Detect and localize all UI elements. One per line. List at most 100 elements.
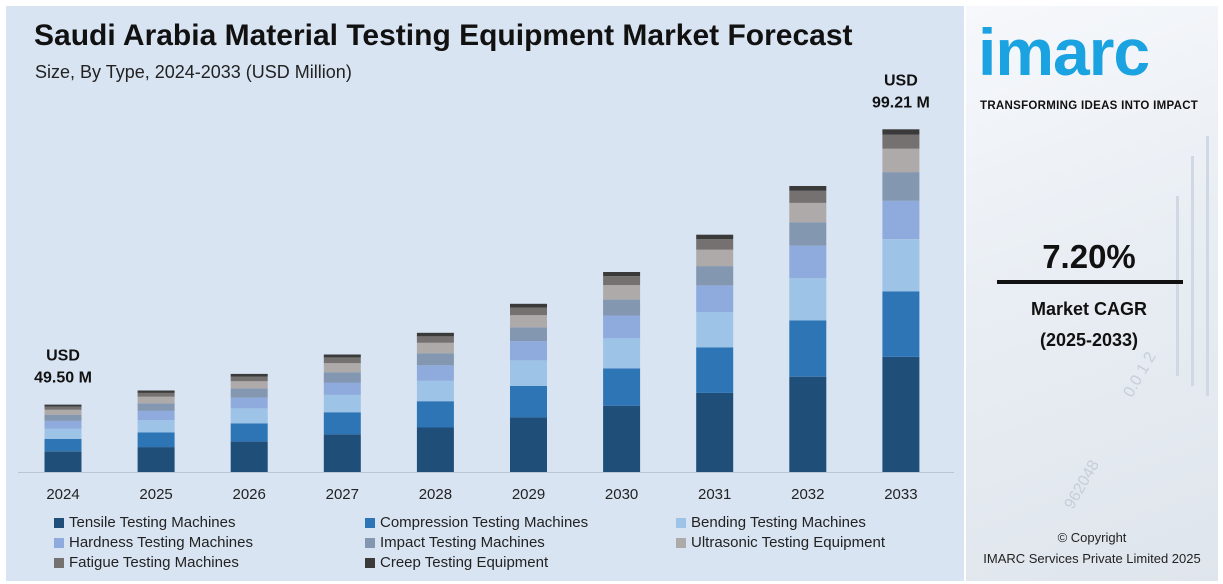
bar-segment [510,315,547,328]
bar-segment [137,420,175,433]
bar-segment [696,285,734,313]
bar-segment [44,415,82,421]
bar-segment [789,376,827,472]
bar-segment [882,357,920,472]
bar-segment [510,360,547,386]
bar-segment [230,397,268,409]
legend-label: Creep Testing Equipment [380,554,549,571]
legend-item: Ultrasonic Testing Equipment [676,534,885,551]
bar-segment [603,299,641,316]
bar-segment [44,406,82,410]
cagr-period: (2025-2033) [1039,330,1139,350]
bar-segment [416,365,454,381]
legend-item: Impact Testing Machines [365,534,545,551]
x-tick-label: 2028 [419,486,452,503]
bar-segment [882,172,920,201]
bar-segment [603,315,641,339]
bar-segment [323,382,361,395]
bar-segment [882,129,920,135]
x-tick-label: 2027 [326,486,359,503]
copyright-text: © Copyright [1057,530,1127,545]
chart-subtitle: Size, By Type, 2024-2033 (USD Million) [35,62,352,82]
bar-segment [603,405,641,472]
bar-segment [323,363,361,373]
bar-segment [882,134,920,149]
bar-segment [44,404,82,407]
bar-segment [416,336,454,343]
bar-segment [789,186,827,191]
legend-swatch [676,537,686,548]
bar-segment [137,392,175,397]
bar-segment [416,353,454,366]
bar-segment [44,409,82,415]
bar-segment [44,438,82,452]
bar-segment [230,376,268,382]
legend-label: Compression Testing Machines [380,514,589,531]
bar-segment [230,373,268,377]
legend-item: Compression Testing Machines [365,514,588,531]
chart-title: Saudi Arabia Material Testing Equipment … [34,19,853,52]
legend-label: Tensile Testing Machines [69,514,236,531]
decorative-line [1176,196,1179,376]
legend-item: Fatigue Testing Machines [54,554,239,571]
legend-swatch [54,557,64,568]
bar-segment [696,239,734,250]
bar-segment [789,222,827,246]
bar-segment [137,390,175,393]
legend-swatch [365,557,375,568]
bar-segment [882,239,920,292]
legend-label: Ultrasonic Testing Equipment [691,534,885,551]
bar-segment [789,202,827,223]
bar-segment [137,410,175,421]
bar-segment [696,249,734,267]
x-tick-label: 2031 [698,486,731,503]
bar-segment [230,408,268,424]
bar-segment [137,432,175,448]
legend-item: Creep Testing Equipment [365,554,548,571]
bar-segment [696,392,734,472]
bar-segment [789,278,827,321]
bar-segment [230,423,268,442]
cagr-label: Market CAGR [1030,299,1148,319]
imarc-logo: imarc [978,15,1150,89]
data-label: 49.50 M [34,370,92,387]
x-tick-label: 2030 [605,486,638,503]
bar-segment [137,447,175,472]
x-tick-label: 2032 [791,486,824,503]
bar-segment [603,285,641,300]
bar-segment [696,347,734,393]
bar-segment [416,427,454,472]
bar-segment [882,148,920,173]
data-label: USD [884,72,918,89]
data-label: 99.21 M [872,94,930,111]
legend-item: Hardness Testing Machines [54,534,253,551]
bar-segment [44,451,82,472]
legend-item: Tensile Testing Machines [54,514,235,531]
decorative-digits: 962048 [1061,457,1103,513]
bar-segment [323,372,361,383]
bar-segment [230,381,268,389]
legend-swatch [54,517,64,528]
legend-label: Impact Testing Machines [380,534,545,551]
legend-label: Bending Testing Machines [691,514,866,531]
bar-segment [510,386,547,418]
company-name: IMARC Services Private Limited 2025 [983,551,1201,566]
bar-segment [510,307,547,316]
bar-segment [603,272,641,277]
stacked-bar-chart: 2024 USD 49.50 M 2025 2026 2027 2028 2029 2030 20… [18,72,954,503]
bar-segment [510,303,547,308]
bar-segment [510,417,547,472]
bar-segment [416,380,454,402]
bar-segment [696,312,734,348]
x-tick-label: 2026 [233,486,266,503]
logo-tagline: TRANSFORMING IDEAS INTO IMPACT [980,100,1199,112]
chart-panel: Saudi Arabia Material Testing Equipment … [6,6,964,581]
cagr-value: 7.20% [1042,238,1136,275]
bar-segment [230,388,268,398]
bar-segment [323,412,361,435]
bar-segment [44,420,82,429]
bar-segment [510,341,547,361]
bar-segment [323,357,361,364]
bar-segment [882,291,920,357]
legend-swatch [54,537,64,548]
